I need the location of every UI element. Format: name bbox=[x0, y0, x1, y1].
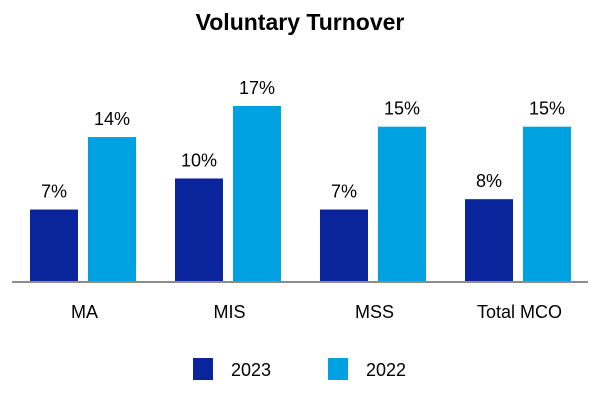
bar-2023-mss bbox=[320, 209, 368, 282]
category-label-mss: MSS bbox=[355, 302, 394, 322]
legend: 2023 2022 bbox=[193, 358, 406, 380]
data-label-2023-mss: 7% bbox=[331, 182, 357, 202]
category-labels-group: MA MIS MSS Total MCO bbox=[71, 302, 562, 322]
chart-title: Voluntary Turnover bbox=[196, 9, 405, 35]
bar-2023-total-mco bbox=[465, 199, 513, 282]
data-label-2022-mis: 17% bbox=[239, 78, 275, 98]
data-label-2023-ma: 7% bbox=[41, 182, 67, 202]
bar-2022-total-mco bbox=[523, 126, 571, 283]
legend-label-2022: 2022 bbox=[366, 360, 406, 380]
data-labels-group: 7% 14% 10% 17% 7% 15% 8% 15% bbox=[41, 78, 565, 202]
legend-swatch-2022 bbox=[328, 358, 348, 380]
bar-2022-mss bbox=[378, 126, 426, 283]
category-label-ma: MA bbox=[71, 302, 98, 322]
data-label-2023-mis: 10% bbox=[181, 150, 217, 170]
bars-group bbox=[30, 106, 571, 283]
bar-2023-ma bbox=[30, 209, 78, 282]
legend-swatch-2023 bbox=[193, 358, 213, 380]
bar-2022-mis bbox=[233, 106, 281, 282]
legend-label-2023: 2023 bbox=[231, 360, 271, 380]
data-label-2022-ma: 14% bbox=[94, 109, 130, 129]
bar-2022-ma bbox=[88, 137, 136, 282]
category-label-mis: MIS bbox=[213, 302, 245, 322]
bar-2023-mis bbox=[175, 178, 223, 282]
data-label-2022-mss: 15% bbox=[384, 99, 420, 119]
category-label-total-mco: Total MCO bbox=[477, 302, 562, 322]
data-label-2023-total-mco: 8% bbox=[476, 171, 502, 191]
data-label-2022-total-mco: 15% bbox=[529, 99, 565, 119]
